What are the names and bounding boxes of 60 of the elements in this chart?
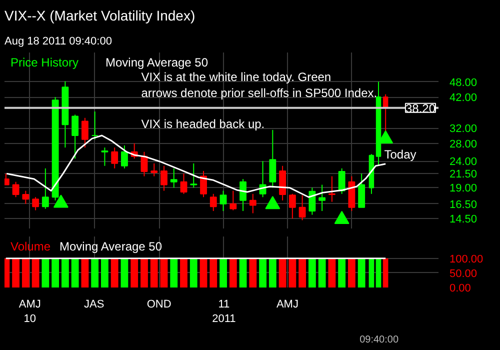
annotation: Today — [384, 148, 416, 162]
y-tick-label: 24.00 — [450, 156, 478, 168]
series-label: Moving Average 50 — [60, 240, 162, 254]
candlestick — [230, 190, 237, 211]
candlestick — [308, 187, 316, 216]
y-tick-label: 19.00 — [450, 182, 478, 195]
candlestick — [160, 165, 168, 192]
candlestick — [249, 193, 256, 214]
text: 09:40:00 — [360, 334, 399, 346]
candlestick — [210, 193, 217, 212]
candlestick — [200, 170, 207, 198]
candlestick — [72, 114, 79, 160]
x-tick-label: AMJ — [276, 298, 298, 310]
point — [53, 194, 68, 208]
y-tick-label: 28.00 — [450, 138, 478, 150]
series-label: Volume — [10, 240, 51, 254]
candlestick — [220, 190, 227, 212]
chart-subtitle: Aug 18 2011 09:40:00 — [4, 36, 112, 48]
y-tick-label: 0.00 — [450, 282, 471, 294]
y-tick-label: 48.00 — [450, 76, 478, 89]
series-label: Price History — [10, 56, 79, 70]
candlestick — [298, 194, 306, 221]
candlestick — [32, 196, 40, 211]
annotation: VIX is headed back up. — [141, 117, 265, 132]
x-tick-label: JAS — [84, 298, 104, 310]
point — [265, 196, 280, 210]
candlestick — [288, 193, 296, 220]
candlestick — [358, 173, 366, 208]
y-tick-label: 16.50 — [450, 198, 478, 211]
point — [334, 210, 350, 224]
candlestick — [22, 190, 30, 204]
candlestick — [180, 173, 188, 194]
x-tick-label: AMJ 10 — [18, 298, 41, 325]
y-tick-label: 42.00 — [450, 92, 478, 104]
candlestick — [190, 162, 198, 188]
candlestick — [240, 178, 246, 212]
x-tick-label: 11 2011 — [212, 298, 236, 325]
x-tick-label: OND — [146, 298, 172, 310]
candlestick — [12, 181, 20, 198]
candlestick — [328, 176, 336, 202]
candlestick — [111, 147, 118, 169]
candlestick — [150, 162, 158, 177]
candlestick — [81, 117, 88, 148]
y-tick-label: 21.50 — [450, 168, 478, 181]
candlestick — [121, 144, 128, 169]
y-tick-label: 100.00 — [450, 253, 484, 266]
chart-title: VIX--X (Market Volatility Index) — [4, 8, 196, 24]
candlestick — [279, 165, 286, 201]
annotation: VIX is at the white line today. Green arrows denote prior sell-offs in SP500 Index. — [141, 70, 378, 100]
candlestick — [101, 147, 108, 166]
candlestick — [170, 168, 178, 188]
y-tick-label: 14.50 — [450, 214, 478, 226]
candlestick — [269, 129, 276, 188]
candlestick — [91, 111, 98, 140]
candlestick — [42, 168, 49, 210]
text: Moving Average 50 — [106, 56, 208, 70]
y-tick-label: 32.00 — [450, 123, 478, 136]
candlestick — [318, 184, 326, 212]
candlestick — [338, 168, 346, 194]
y-tick-label: 50.00 — [450, 268, 478, 280]
